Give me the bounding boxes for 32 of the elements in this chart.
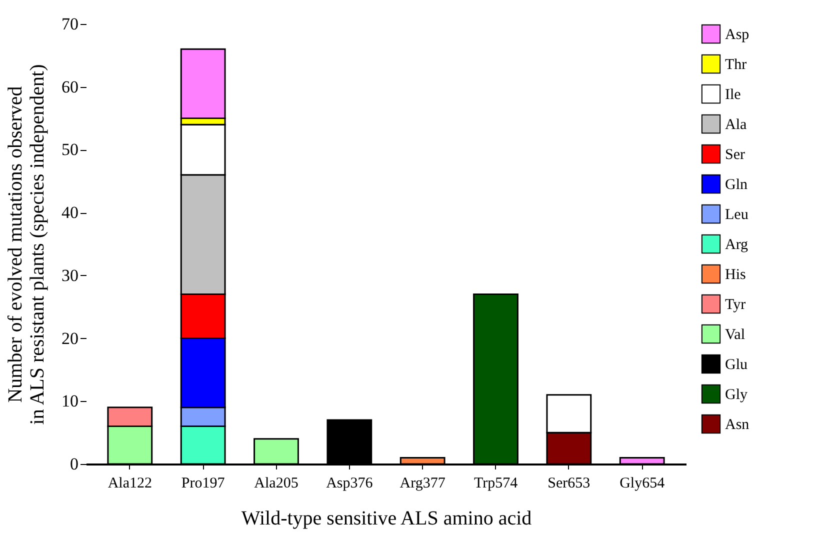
y-tick-label: 0 bbox=[70, 454, 78, 474]
y-tick-label: 40 bbox=[62, 203, 78, 222]
x-axis-title: Wild-type sensitive ALS amino acid bbox=[241, 508, 532, 530]
legend-label: Gly bbox=[725, 387, 748, 403]
y-tick-label: 60 bbox=[62, 77, 78, 96]
x-tick-label: Gly654 bbox=[620, 476, 666, 492]
legend-label: Asp bbox=[725, 27, 750, 43]
x-tick-label: Ala205 bbox=[254, 476, 298, 492]
y-tick-label: 10 bbox=[62, 392, 78, 411]
y-tick-label: 30 bbox=[62, 266, 78, 285]
y-tick-label: 50 bbox=[62, 140, 78, 160]
x-tick-label: Ser653 bbox=[548, 476, 590, 492]
legend-label: Thr bbox=[725, 57, 747, 73]
legend-label: Val bbox=[725, 327, 745, 343]
legend-label: Leu bbox=[725, 207, 749, 223]
y-tick-label: 20 bbox=[62, 328, 78, 348]
legend-label: His bbox=[725, 267, 746, 283]
legend-label: Glu bbox=[725, 357, 748, 373]
legend-label: Ser bbox=[725, 147, 745, 163]
legend-label: Tyr bbox=[725, 297, 746, 313]
legend-label: Arg bbox=[725, 237, 749, 253]
y-tick-label: 70 bbox=[62, 14, 78, 34]
legend-label: Gln bbox=[725, 177, 748, 193]
x-tick-label: Trp574 bbox=[474, 476, 518, 492]
x-tick-label: Arg377 bbox=[400, 476, 446, 492]
x-tick-label: Ala122 bbox=[108, 476, 152, 492]
legend-label: Ala bbox=[725, 117, 747, 133]
x-tick-label: Asp376 bbox=[326, 476, 374, 492]
x-tick-label: Pro197 bbox=[181, 476, 226, 492]
y-axis-title: Number of evolved mutations observed in ALS resistant plants (species independent) bbox=[4, 64, 48, 425]
legend-label: Asn bbox=[725, 417, 750, 433]
legend-label: Ile bbox=[725, 87, 742, 103]
